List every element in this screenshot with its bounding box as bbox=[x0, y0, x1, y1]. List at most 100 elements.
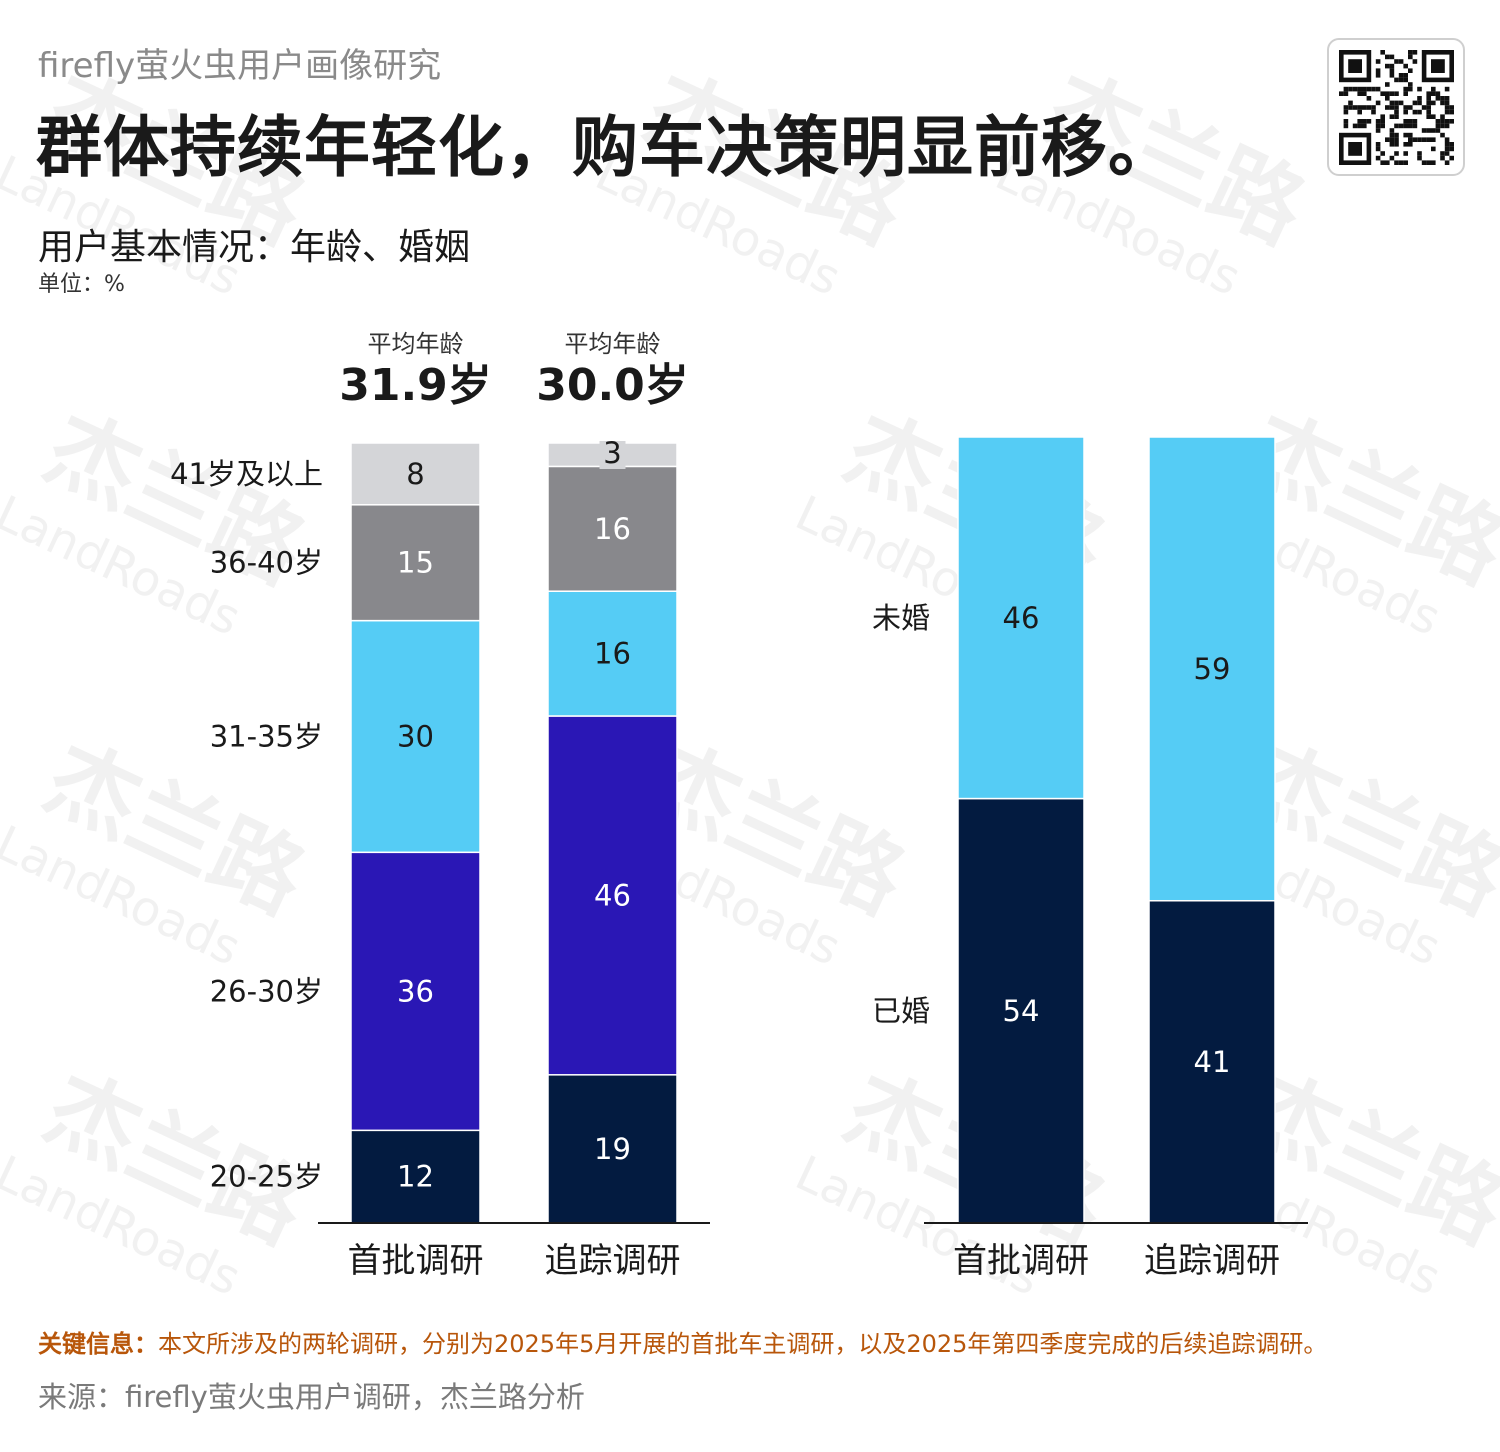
qr-module bbox=[1357, 123, 1362, 129]
qr-module bbox=[1389, 155, 1395, 161]
qr-module bbox=[1394, 109, 1399, 115]
qr-module bbox=[1385, 54, 1390, 60]
qr-module bbox=[1444, 160, 1450, 165]
age-category-label: 追踪调研 bbox=[545, 1241, 681, 1281]
qr-module bbox=[1417, 96, 1422, 101]
qr-module bbox=[1343, 105, 1349, 110]
marital-chart: 54 46 首批调研 41 59 追踪调研 已婚 未婚 bbox=[872, 436, 1308, 1281]
qr-module bbox=[1343, 109, 1349, 115]
qr-module bbox=[1421, 128, 1427, 133]
qr-module bbox=[1403, 77, 1408, 83]
qr-module bbox=[1412, 109, 1418, 115]
qr-module bbox=[1421, 105, 1427, 110]
qr-module bbox=[1403, 73, 1408, 78]
qr-module bbox=[1362, 123, 1367, 129]
qr-module bbox=[1357, 109, 1362, 115]
qr-module bbox=[1426, 105, 1431, 110]
qr-module bbox=[1375, 73, 1381, 78]
age-segment-label: 16 bbox=[594, 512, 631, 546]
qr-module bbox=[1389, 142, 1395, 147]
qr-module bbox=[1403, 142, 1408, 147]
qr-module bbox=[1371, 86, 1376, 92]
age-bar-segment bbox=[350, 504, 481, 622]
qr-module bbox=[1375, 100, 1381, 106]
qr-module bbox=[1440, 114, 1445, 119]
qr-module bbox=[1343, 91, 1349, 96]
qr-module bbox=[1366, 96, 1372, 101]
qr-module bbox=[1444, 86, 1450, 92]
qr-module bbox=[1417, 155, 1422, 161]
qr-module bbox=[1440, 100, 1445, 106]
qr-module bbox=[1421, 137, 1427, 142]
qr-module bbox=[1426, 109, 1431, 115]
qr-module bbox=[1412, 119, 1418, 124]
qr-module bbox=[1398, 59, 1404, 64]
qr-finder-core bbox=[1348, 142, 1362, 156]
marital-segment-label: 41 bbox=[1194, 1045, 1231, 1079]
qr-module bbox=[1444, 119, 1450, 124]
qr-module bbox=[1375, 123, 1381, 129]
qr-module bbox=[1403, 105, 1408, 110]
qr-module bbox=[1431, 160, 1436, 165]
qr-code bbox=[1327, 38, 1465, 176]
qr-module bbox=[1394, 151, 1399, 156]
qr-module bbox=[1389, 54, 1395, 60]
qr-module bbox=[1394, 160, 1399, 165]
qr-module bbox=[1426, 96, 1431, 101]
qr-module bbox=[1375, 119, 1381, 124]
qr-module bbox=[1389, 73, 1395, 78]
qr-module bbox=[1449, 155, 1454, 161]
age-segment-label: 8 bbox=[406, 457, 424, 491]
qr-module bbox=[1440, 96, 1445, 101]
qr-module bbox=[1375, 155, 1381, 161]
qr-module bbox=[1366, 86, 1372, 92]
qr-module bbox=[1431, 100, 1436, 106]
age-row-label: 41岁及以上 bbox=[170, 457, 323, 491]
marital-row-label: 未婚 bbox=[872, 601, 930, 635]
marital-bar-segment bbox=[1148, 436, 1276, 902]
qr-module bbox=[1394, 105, 1399, 110]
qr-module bbox=[1417, 151, 1422, 156]
age-segment-label: 46 bbox=[594, 878, 631, 912]
qr-module bbox=[1408, 54, 1413, 60]
qr-module bbox=[1408, 123, 1413, 129]
qr-module bbox=[1444, 105, 1450, 110]
qr-module bbox=[1431, 86, 1436, 92]
qr-module bbox=[1426, 114, 1431, 119]
qr-module bbox=[1412, 137, 1418, 142]
qr-module bbox=[1394, 137, 1399, 142]
qr-module bbox=[1394, 114, 1399, 119]
qr-module bbox=[1408, 86, 1413, 92]
qr-module bbox=[1357, 86, 1362, 92]
age-bar-segment bbox=[547, 715, 678, 1076]
qr-module bbox=[1435, 119, 1441, 124]
qr-module bbox=[1380, 119, 1385, 124]
qr-module bbox=[1403, 91, 1408, 96]
age-segment-label: 15 bbox=[397, 546, 434, 580]
qr-module bbox=[1408, 50, 1413, 55]
qr-module bbox=[1389, 91, 1395, 96]
qr-module bbox=[1398, 123, 1404, 129]
qr-module bbox=[1352, 86, 1358, 92]
qr-module bbox=[1343, 119, 1349, 124]
qr-module bbox=[1398, 77, 1404, 83]
qr-module bbox=[1375, 68, 1381, 73]
qr-module bbox=[1357, 105, 1362, 110]
qr-module bbox=[1408, 119, 1413, 124]
qr-module bbox=[1385, 63, 1390, 69]
qr-module bbox=[1431, 146, 1436, 152]
qr-module bbox=[1408, 132, 1413, 138]
qr-module bbox=[1412, 50, 1418, 55]
average-age-label: 平均年龄 bbox=[565, 330, 661, 358]
qr-module bbox=[1389, 68, 1395, 73]
qr-module bbox=[1385, 96, 1390, 101]
qr-module bbox=[1421, 160, 1427, 165]
qr-module bbox=[1343, 86, 1349, 92]
qr-module bbox=[1444, 142, 1450, 147]
qr-module bbox=[1444, 109, 1450, 115]
qr-module bbox=[1444, 137, 1450, 142]
qr-module bbox=[1394, 123, 1399, 129]
qr-module bbox=[1385, 137, 1390, 142]
qr-finder-core bbox=[1431, 59, 1445, 73]
qr-module bbox=[1412, 59, 1418, 64]
